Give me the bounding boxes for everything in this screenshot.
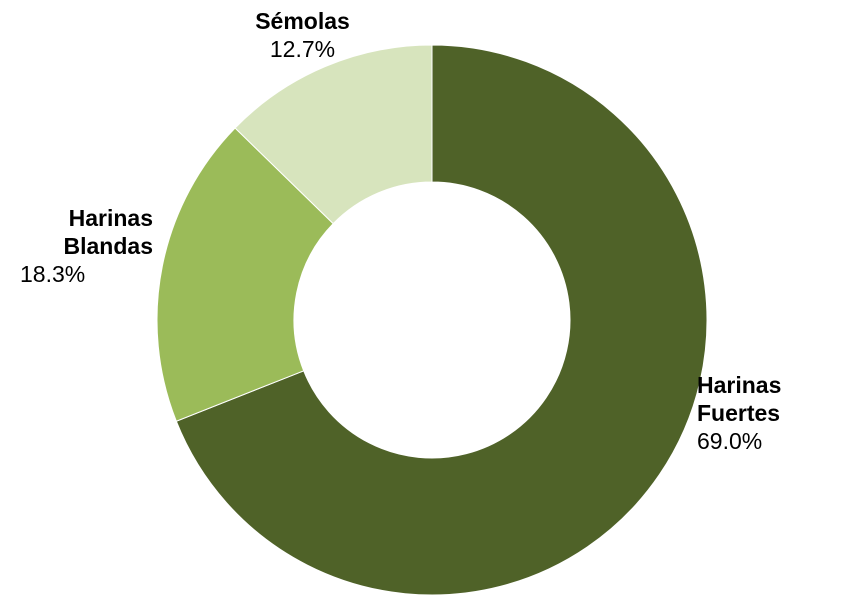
donut-slice-harinas-blandas <box>156 127 334 422</box>
slice-name-line: Blandas <box>63 233 153 259</box>
donut-slice-semolas <box>234 44 433 225</box>
slice-name-line: Harinas <box>697 372 782 398</box>
donut-slice-harinas-fuertes <box>175 44 708 595</box>
slice-label-semolas: Sémolas 12.7% <box>230 7 375 63</box>
slice-name-line: Sémolas <box>255 8 350 34</box>
slice-value-label: 69.0% <box>697 428 763 454</box>
slice-name-line: Fuertes <box>697 400 781 426</box>
slice-label-harinas-blandas: Harinas Blandas 18.3% <box>20 204 153 288</box>
slice-value-label: 12.7% <box>269 36 336 62</box>
slice-name-line: Harinas <box>68 205 153 231</box>
slice-value-label: 18.3% <box>20 261 86 287</box>
donut-slices <box>156 44 708 595</box>
slice-label-harinas-fuertes: Harinas Fuertes 69.0% <box>697 371 781 455</box>
